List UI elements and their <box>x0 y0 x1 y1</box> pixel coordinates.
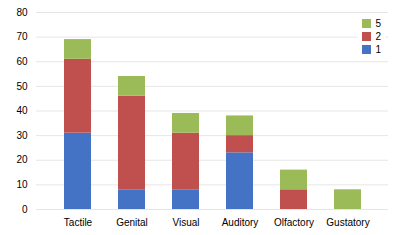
svg-text:80: 80 <box>16 7 28 18</box>
svg-text:0: 0 <box>22 204 28 215</box>
svg-text:Gustatory: Gustatory <box>326 217 369 228</box>
svg-text:Auditory: Auditory <box>222 217 259 228</box>
svg-text:10: 10 <box>16 179 28 190</box>
svg-text:60: 60 <box>16 56 28 67</box>
svg-text:Genital: Genital <box>116 217 148 228</box>
svg-text:50: 50 <box>16 81 28 92</box>
svg-text:Olfactory: Olfactory <box>274 217 314 228</box>
svg-text:Tactile: Tactile <box>64 217 93 228</box>
html-text:2: 2 <box>375 31 381 42</box>
svg-text:30: 30 <box>16 130 28 141</box>
svg-text:40: 40 <box>16 105 28 116</box>
html-text:5: 5 <box>375 18 381 29</box>
svg-text:Visual: Visual <box>172 217 199 228</box>
html-text:1: 1 <box>375 44 381 55</box>
svg-text:20: 20 <box>16 154 28 165</box>
svg-text:70: 70 <box>16 31 28 42</box>
